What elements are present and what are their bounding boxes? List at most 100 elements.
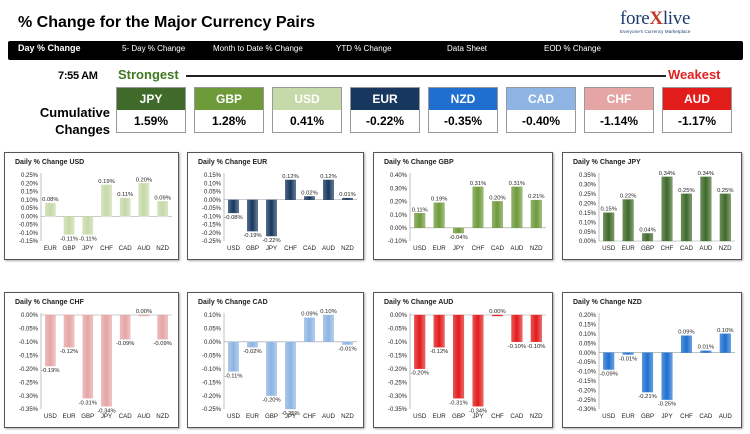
chart-title: Daily % Change EUR [198, 159, 268, 166]
data-label: -0.25% [658, 402, 676, 408]
y-tick-label: -0.05% [19, 327, 39, 333]
x-tick-label: NZD [719, 245, 732, 252]
x-tick-label: CAD [119, 413, 133, 420]
y-tick-label: -0.10% [388, 239, 408, 245]
bar-chart: 0.40% 0.30% 0.20% 0.10% 0.00% -0.10% 0.11% USD 0… [388, 173, 546, 252]
data-label: -0.31% [79, 400, 97, 406]
x-tick-label: NZD [530, 413, 543, 420]
bar-gbp [453, 314, 465, 399]
data-label: -0.10% [508, 344, 526, 350]
data-label: -0.34% [469, 408, 487, 414]
pair-box-chf: CHF -1.14% [584, 87, 654, 133]
y-tick-label: 0.20% [21, 181, 39, 187]
y-tick-label: 0.00% [21, 313, 39, 319]
bar-usd [45, 314, 56, 367]
pair-box-gbp: GBP 1.28% [194, 87, 264, 133]
x-tick-label: USD [602, 245, 616, 252]
bar-eur [433, 314, 445, 348]
cumulative-changes-label: Cumulative Changes [39, 105, 110, 137]
chart-panel-6: Daily % Change CAD 0.10% 0.05% 0.00% -0.05% -… [187, 292, 364, 428]
y-tick-label: 0.05% [21, 206, 39, 212]
x-tick-label: USD [413, 245, 427, 252]
y-tick-label: -0.05% [577, 360, 597, 366]
pair-value: -0.35% [443, 114, 483, 128]
y-tick-label: -0.15% [388, 353, 408, 359]
bar-chf [285, 179, 296, 200]
y-tick-label: -0.25% [202, 239, 222, 245]
y-tick-label: 0.10% [204, 313, 222, 319]
bar-jpy [82, 216, 94, 235]
page-title: % Change for the Major Currency Pairs [18, 14, 315, 31]
bar-jpy [453, 227, 465, 234]
x-tick-label: CAD [303, 245, 317, 252]
forexlive-logo[interactable]: foreXlive Everyone's Currency Marketplac… [620, 8, 730, 40]
x-tick-label: JPY [661, 413, 672, 420]
y-tick-label: -0.25% [202, 407, 222, 413]
data-label: 0.08% [42, 197, 58, 203]
y-tick-label: -0.10% [19, 340, 39, 346]
pair-box-jpy: JPY 1.59% [116, 87, 186, 133]
data-label: 0.01% [698, 345, 714, 351]
y-tick-label: 0.00% [21, 214, 39, 220]
strength-arrow-line [186, 75, 666, 77]
y-tick-label: 0.30% [579, 183, 597, 189]
pair-value: 1.28% [211, 114, 247, 128]
bar-jpy [285, 341, 296, 410]
bar-cad [680, 193, 692, 242]
bar-usd [414, 314, 426, 369]
bar-gbp [642, 233, 654, 242]
data-label: 0.19% [431, 197, 447, 203]
data-label: 0.34% [659, 171, 675, 177]
data-label: 0.22% [620, 194, 636, 200]
x-tick-label: EUR [44, 245, 58, 252]
x-tick-label: GBP [452, 413, 465, 420]
pair-value: -1.17% [677, 114, 717, 128]
pair-name: CAD [507, 88, 575, 110]
chart-panel-1: Daily % Change USD 0.25% 0.20% 0.15% 0.10% 0.… [4, 152, 179, 260]
nav-month-to-date-change[interactable]: Month to Date % Change [213, 44, 303, 53]
x-tick-label: AUD [719, 413, 733, 420]
data-label: -0.11% [79, 236, 97, 242]
nav-ytd-change[interactable]: YTD % Change [336, 44, 392, 53]
chart-title: Daily % Change CHF [15, 299, 84, 306]
x-tick-label: AUD [699, 245, 713, 252]
x-tick-label: JPY [472, 413, 483, 420]
y-tick-label: 0.10% [579, 220, 597, 226]
y-tick-label: -0.10% [388, 340, 408, 346]
data-label: -0.34% [97, 408, 115, 414]
x-tick-label: USD [44, 413, 58, 420]
y-tick-label: 0.20% [579, 201, 597, 207]
chart-title: Daily % Change NZD [573, 299, 642, 306]
y-tick-label: 0.00% [204, 198, 222, 204]
pair-value: -1.14% [599, 114, 639, 128]
data-label: 0.12% [320, 174, 336, 180]
y-tick-label: 0.05% [204, 327, 222, 333]
bar-cad [304, 196, 315, 200]
x-tick-label: AUD [137, 413, 151, 420]
bar-eur [433, 202, 445, 228]
chart-title: Daily % Change GBP [384, 159, 454, 166]
pair-name: GBP [195, 88, 263, 110]
data-label: 0.11% [117, 192, 133, 198]
x-tick-label: GBP [63, 245, 76, 252]
y-tick-label: -0.10% [19, 231, 39, 237]
pair-value: -0.22% [365, 114, 405, 128]
y-tick-label: -0.15% [202, 223, 222, 229]
data-label: -0.09% [600, 372, 618, 378]
nav-day-change[interactable]: Day % Change [18, 43, 81, 53]
x-tick-label: USD [602, 413, 616, 420]
data-label: 0.01% [339, 192, 355, 198]
y-tick-label: -0.20% [577, 388, 597, 394]
bar-nzd [530, 314, 542, 343]
data-label: 0.25% [717, 188, 733, 194]
y-tick-label: -0.15% [19, 353, 39, 359]
nav-data-sheet[interactable]: Data Sheet [447, 44, 488, 53]
data-label: 0.19% [98, 179, 114, 185]
pair-name: NZD [429, 88, 497, 110]
nav-5day-change[interactable]: 5- Day % Change [122, 44, 186, 53]
nav-eod-change[interactable]: EOD % Change [544, 44, 601, 53]
bar-aud [511, 186, 523, 228]
data-label: 0.10% [320, 309, 336, 315]
x-tick-label: AUD [322, 413, 336, 420]
data-label: -0.08% [224, 215, 242, 221]
